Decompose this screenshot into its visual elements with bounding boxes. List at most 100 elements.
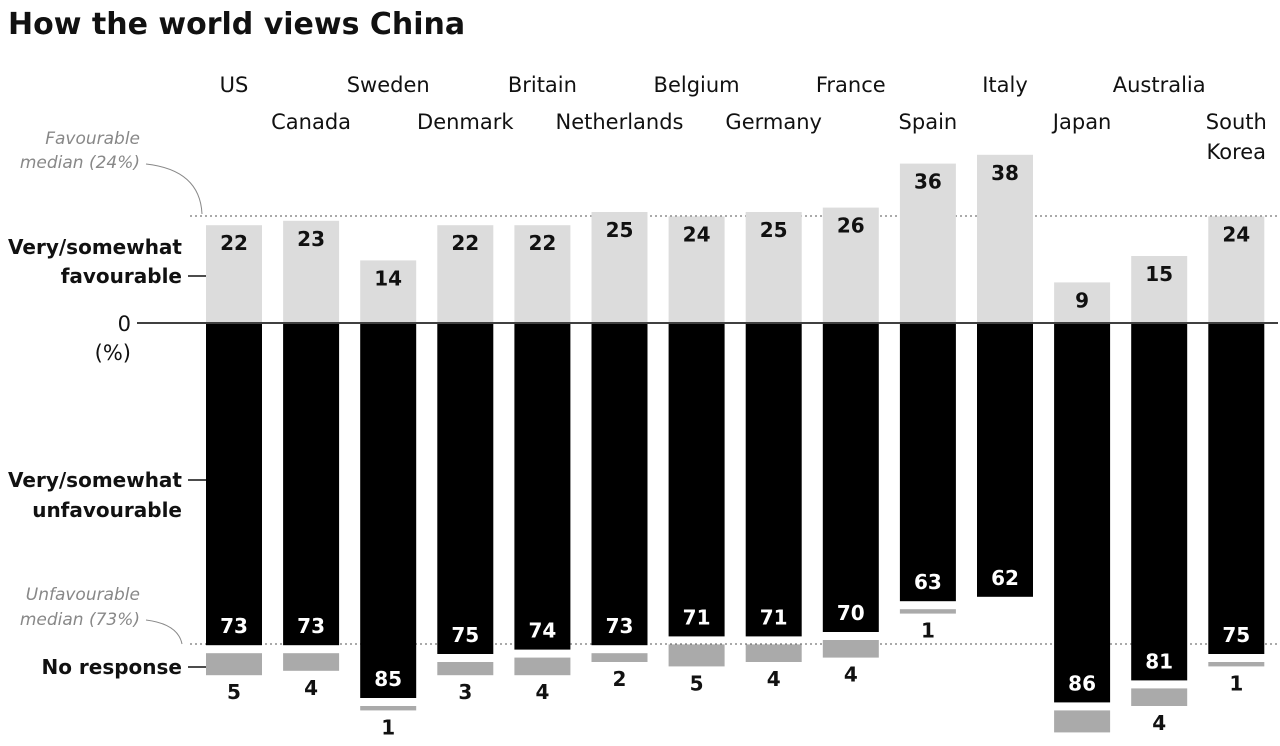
country-label-belgium: Belgium: [654, 73, 740, 97]
unfavourable-value-label: 86: [1068, 671, 1096, 695]
no-response-bar: [899, 609, 956, 614]
no-response-bar: [822, 640, 879, 658]
country-label-canada: Canada: [271, 110, 351, 134]
favourable-value-label: 26: [837, 214, 865, 238]
country-label-japan: Japan: [1051, 110, 1112, 134]
country-label-australia: Australia: [1113, 73, 1206, 97]
favourable-bar: [899, 163, 956, 322]
unfavourable-value-label: 63: [914, 570, 942, 594]
favourable-bar: [283, 220, 340, 322]
favourable-bar: [514, 225, 571, 322]
country-label-britain: Britain: [508, 73, 577, 97]
unit-label: (%): [95, 341, 131, 365]
unfavourable-bar: [822, 324, 879, 632]
no-response-value-label: 5: [227, 680, 241, 704]
country-label-netherlands: Netherlands: [555, 110, 683, 134]
favourable-value-label: 22: [528, 231, 556, 255]
favourable-median-label-1: Favourable: [45, 129, 140, 149]
country-label-korea: Korea: [1207, 140, 1267, 164]
favourable-value-label: 15: [1145, 262, 1173, 286]
favourable-bar: [360, 260, 417, 322]
unfavourable-bar: [591, 324, 648, 646]
unfavourable-axis-label-2: unfavourable: [32, 498, 182, 522]
favourable-value-label: 25: [606, 218, 634, 242]
unfavourable-bar: [745, 324, 802, 637]
no-response-bar: [437, 662, 494, 676]
unfavourable-bar: [1208, 324, 1265, 654]
no-response-bar: [591, 653, 648, 662]
chart-title: How the world views China: [8, 7, 465, 42]
unfavourable-bar: [1054, 324, 1111, 703]
unfavourable-bar: [514, 324, 571, 650]
unfavourable-bar: [206, 324, 262, 646]
unfavourable-value-label: 70: [837, 601, 865, 625]
bars-group: US22735Canada23734Sweden14851Denmark2275…: [206, 73, 1267, 746]
no-response-value-label: -: [1078, 737, 1086, 746]
unfavourable-value-label: 71: [683, 605, 711, 629]
favourable-bar: [206, 225, 262, 322]
no-response-value-label: 1: [921, 619, 935, 643]
no-response-bar: [514, 657, 571, 676]
favourable-bar: [745, 212, 802, 322]
favourable-value-label: 38: [991, 161, 1019, 185]
no-response-value-label: 4: [535, 680, 549, 704]
favourable-bar: [437, 225, 494, 322]
country-label-us: US: [220, 73, 249, 97]
unfavourable-bar: [1131, 324, 1188, 681]
favourable-value-label: 9: [1075, 288, 1089, 312]
no-response-value-label: 5: [690, 671, 704, 695]
no-response-bar: [283, 653, 340, 671]
no-response-value-label: 2: [613, 667, 627, 691]
no-response-axis-label: No response: [41, 655, 182, 679]
no-response-value-label: 4: [767, 667, 781, 691]
favourable-axis-label-1: Very/somewhat: [8, 235, 182, 259]
no-response-bar: [745, 644, 802, 662]
country-label-sweden: Sweden: [347, 73, 430, 97]
favourable-bar: [591, 212, 648, 322]
unfavourable-bar: [668, 324, 725, 637]
unfavourable-value-label: 71: [760, 605, 788, 629]
country-label-denmark: Denmark: [417, 110, 514, 134]
favourable-bar: [1131, 256, 1188, 322]
favourable-median-label-2: median (24%): [20, 153, 140, 173]
no-response-value-label: 1: [1229, 671, 1243, 695]
favourable-value-label: 14: [374, 266, 402, 290]
country-label-spain: Spain: [899, 110, 958, 134]
no-response-bar: [1054, 710, 1111, 733]
favourable-median-leader: [145, 163, 203, 215]
favourable-bar: [977, 154, 1033, 322]
unfavourable-axis-label-1: Very/somewhat: [8, 468, 182, 492]
country-label-south: South: [1206, 110, 1267, 134]
unfavourable-median-label-2: median (73%): [20, 610, 140, 630]
favourable-bar: [668, 216, 725, 322]
no-response-value-label: 4: [1152, 711, 1166, 735]
country-label-italy: Italy: [982, 73, 1028, 97]
no-response-bar: [206, 653, 262, 676]
country-label-france: France: [816, 73, 886, 97]
no-response-value-label: 3: [458, 680, 472, 704]
favourable-value-label: 24: [1222, 222, 1250, 246]
unfavourable-value-label: 75: [451, 623, 479, 647]
country-label-germany: Germany: [725, 110, 822, 134]
unfavourable-value-label: 74: [528, 619, 556, 643]
zero-label: 0: [118, 312, 131, 336]
unfavourable-value-label: 73: [606, 614, 634, 638]
unfavourable-median-label-1: Unfavourable: [26, 585, 140, 605]
unfavourable-bar: [899, 324, 956, 602]
unfavourable-bar: [283, 324, 340, 646]
favourable-axis-label-2: favourable: [61, 264, 182, 288]
unfavourable-value-label: 62: [991, 566, 1019, 590]
unfavourable-bar: [360, 324, 417, 698]
favourable-value-label: 24: [683, 222, 711, 246]
unfavourable-value-label: 73: [297, 614, 325, 638]
favourable-value-label: 23: [297, 227, 325, 251]
unfavourable-bar: [437, 324, 494, 654]
favourable-bar: [822, 207, 879, 322]
favourable-value-label: 36: [914, 170, 942, 194]
no-response-bar: [1208, 662, 1265, 667]
no-response-value-label: 1: [381, 715, 395, 739]
no-response-value-label: 4: [844, 663, 858, 687]
unfavourable-value-label: 75: [1222, 623, 1250, 647]
favourable-bar: [1208, 216, 1265, 322]
